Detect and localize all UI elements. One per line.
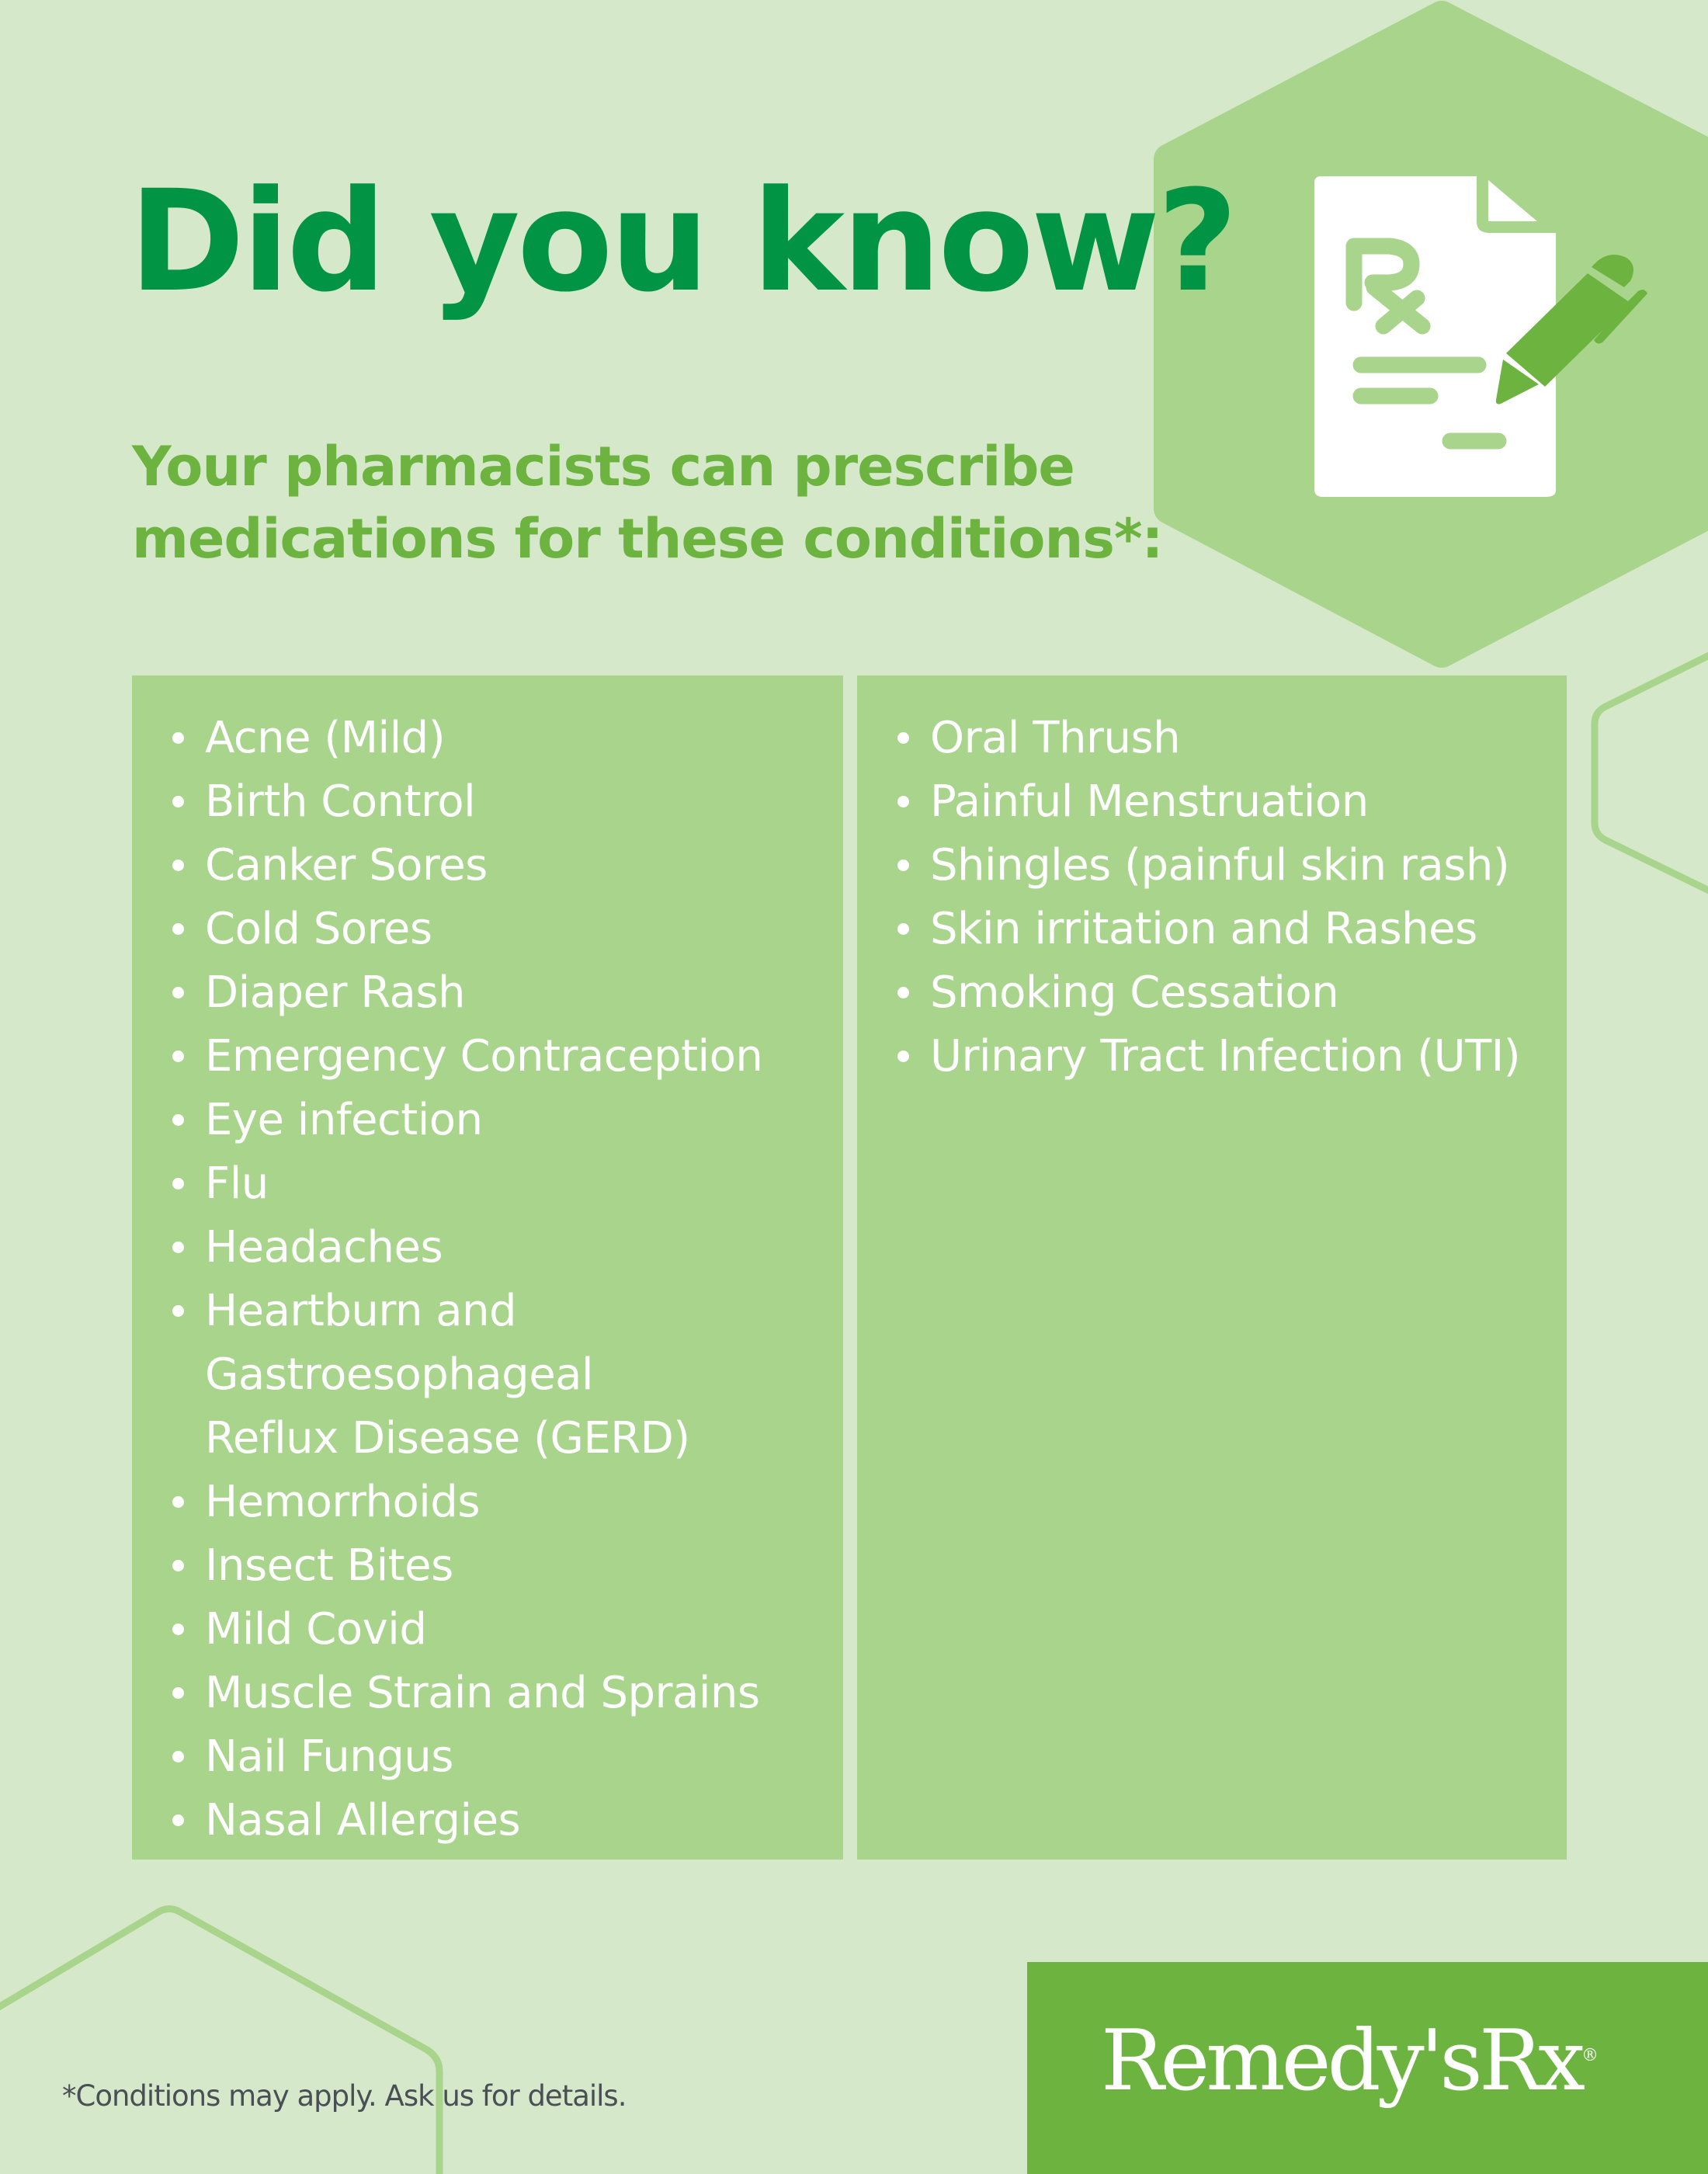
list-item: Urinary Tract Infection (UTI) [897,1025,1551,1089]
brand-logo-panel: Remedy'sRx® [1027,1962,1708,2174]
conditions-panel-right: Oral Thrush Painful Menstruation Shingle… [857,675,1567,1860]
list-item: Hemorrhoids [172,1471,828,1534]
list-item: Heartburn and Gastroesophageal Reflux Di… [172,1280,733,1471]
page-title: Did you know? [129,161,1238,323]
list-item: Insect Bites [172,1534,828,1598]
list-item: Birth Control [172,770,828,834]
list-item: Shingles (painful skin rash) [897,834,1551,898]
prescription-document-pen-icon [1314,176,1647,497]
hexagon-outline-bottom-left [0,1905,443,2174]
list-item: Mild Covid [172,1598,828,1662]
conditions-list-right: Oral Thrush Painful Menstruation Shingle… [897,707,1551,1089]
registered-mark: ® [1581,2046,1599,2065]
brand-logo-text: Remedy'sRx [1101,2013,1585,2110]
footnote: *Conditions may apply. Ask us for detail… [62,2079,627,2113]
list-item: Nasal Allergies [172,1789,828,1853]
list-item: Emergency Contraception [172,1025,828,1089]
list-item: Painful Menstruation [897,770,1551,834]
list-item: Eye infection [172,1089,828,1152]
hexagon-outline-right [1591,651,1708,894]
list-item: Canker Sores [172,834,828,898]
list-item: Nail Fungus [172,1725,828,1789]
subtitle-line-1: Your pharmacists can prescribe [132,435,1075,498]
subtitle: Your pharmacists can prescribe medicatio… [132,431,1164,575]
conditions-list-left: Acne (Mild) Birth Control Canker Sores C… [172,707,828,1853]
list-item: Diaper Rash [172,961,828,1025]
list-item: Smoking Cessation [897,961,1551,1025]
list-item: Oral Thrush [897,707,1551,770]
list-item: Muscle Strain and Sprains [172,1662,828,1725]
list-item: Flu [172,1152,828,1216]
list-item: Headaches [172,1216,828,1280]
list-item: Acne (Mild) [172,707,828,770]
subtitle-line-2: medications for these conditions*: [132,507,1164,571]
list-item: Cold Sores [172,898,828,961]
list-item: Skin irritation and Rashes [897,898,1551,961]
brand-logo: Remedy'sRx® [1101,2013,1599,2110]
conditions-panel-left: Acne (Mild) Birth Control Canker Sores C… [132,675,843,1860]
